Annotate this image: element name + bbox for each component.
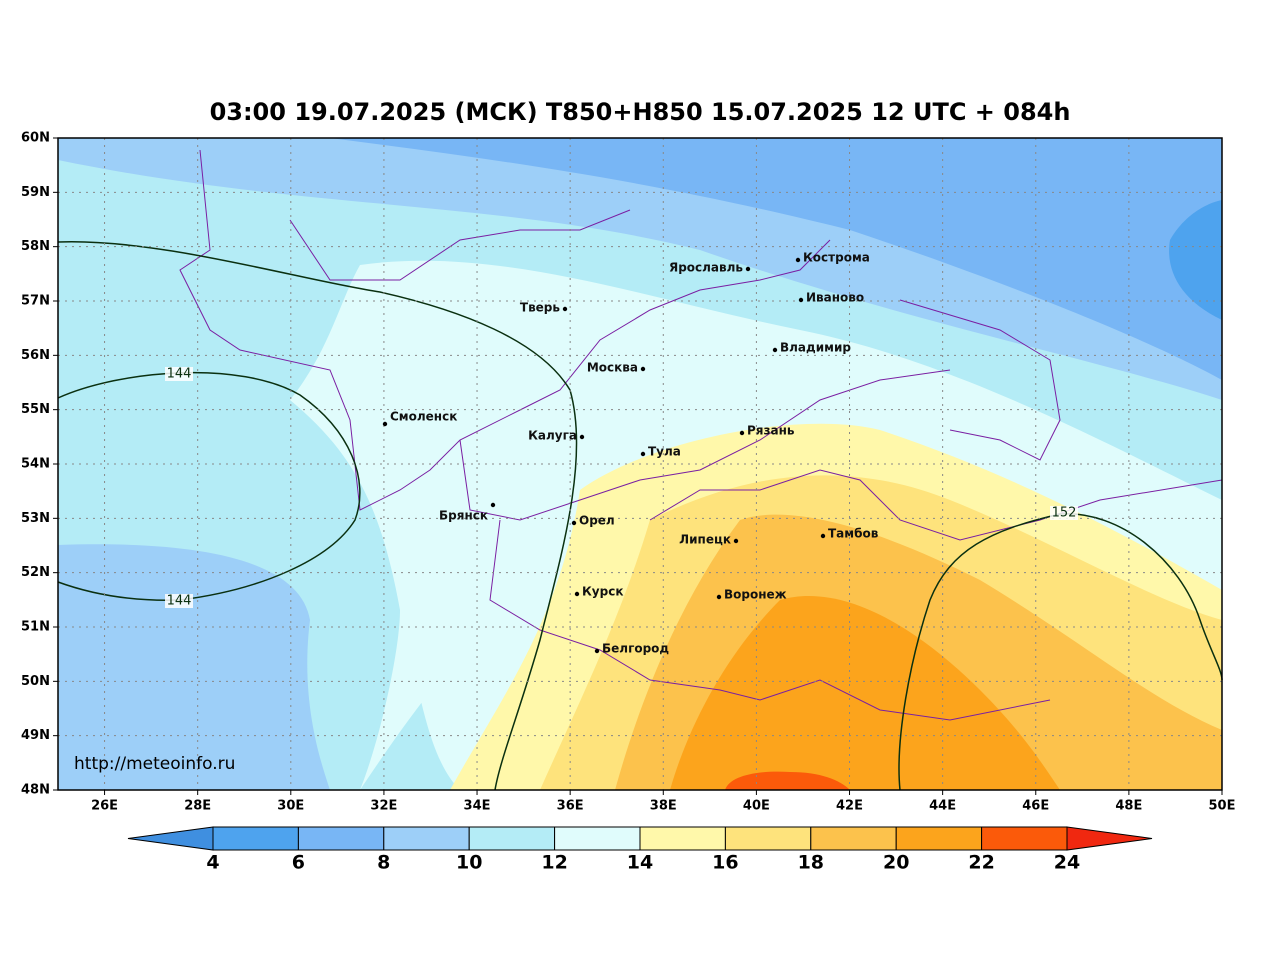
lat-tick-label: 55N bbox=[21, 402, 50, 417]
colorbar-swatch bbox=[212, 826, 299, 851]
colorbar-swatch bbox=[297, 826, 385, 851]
colorbar-under bbox=[127, 826, 214, 851]
city-label: Ярославль bbox=[669, 261, 743, 275]
lon-tick-label: 40E bbox=[743, 799, 770, 814]
lon-tick-label: 48E bbox=[1115, 799, 1142, 814]
city-label: Липецк bbox=[679, 533, 731, 547]
city-label: Тула bbox=[648, 445, 681, 459]
city-dot bbox=[574, 591, 580, 597]
lat-tick-label: 49N bbox=[21, 728, 50, 743]
lat-tick-label: 60N bbox=[21, 131, 50, 146]
city-label: Брянск bbox=[439, 509, 488, 523]
source-url: http://meteoinfo.ru bbox=[74, 754, 235, 774]
city-label: Владимир bbox=[780, 341, 851, 355]
city-label: Рязань bbox=[747, 424, 795, 438]
city-label: Тамбов bbox=[828, 527, 879, 541]
borders bbox=[179, 149, 1223, 721]
city-dot bbox=[739, 430, 745, 436]
city-dot bbox=[490, 502, 496, 508]
height-contour bbox=[57, 371, 361, 601]
lon-tick-label: 28E bbox=[184, 799, 211, 814]
colorbar-tick-label: 16 bbox=[712, 852, 738, 874]
lon-tick-label: 34E bbox=[464, 799, 491, 814]
colorbar-tick-label: 18 bbox=[798, 852, 824, 874]
colorbar-swatch bbox=[639, 826, 726, 851]
lon-tick-label: 26E bbox=[91, 799, 118, 814]
city-dot bbox=[745, 266, 751, 272]
colorbar-over bbox=[1066, 826, 1153, 851]
city-dot bbox=[594, 648, 600, 654]
lat-tick-label: 52N bbox=[21, 565, 50, 580]
colorbar-tick-label: 10 bbox=[456, 852, 482, 874]
colorbar-tick-label: 20 bbox=[883, 852, 909, 874]
city-dot bbox=[798, 297, 804, 303]
colorbar: 4 6 8 10 12 14 16 18 20 22 24 bbox=[127, 826, 1153, 874]
city-label: Белгород bbox=[602, 642, 669, 656]
city-dot bbox=[820, 533, 826, 539]
lon-tick-label: 38E bbox=[650, 799, 677, 814]
lat-tick-label: 53N bbox=[21, 511, 50, 526]
lon-tick-label: 44E bbox=[929, 799, 956, 814]
contour-label-bg bbox=[165, 367, 193, 381]
city-dot bbox=[795, 257, 801, 263]
lat-tick-label: 58N bbox=[21, 239, 50, 254]
lat-tick-label: 56N bbox=[21, 348, 50, 363]
lat-tick-label: 54N bbox=[21, 457, 50, 472]
lon-tick-label: 42E bbox=[836, 799, 863, 814]
city-label: Орел bbox=[579, 514, 615, 528]
colorbar-tick-label: 6 bbox=[292, 852, 305, 874]
colorbar-swatch bbox=[810, 826, 897, 851]
height-contour bbox=[57, 240, 578, 791]
city-dot bbox=[562, 306, 568, 312]
lat-tick-label: 50N bbox=[21, 674, 50, 689]
city-dot bbox=[382, 421, 388, 427]
lat-tick-label: 59N bbox=[21, 185, 50, 200]
map-frame bbox=[57, 137, 1223, 791]
city-label: Курск bbox=[582, 585, 623, 599]
labels: 26E 28E 30E 32E 34E 36E 38E 40E 42E 44E 46E 48E 50E 4… bbox=[21, 131, 1235, 814]
city-label: Тверь bbox=[520, 301, 561, 315]
city-dot bbox=[640, 366, 646, 372]
city-label: Иваново bbox=[806, 291, 864, 305]
colorbar-swatch bbox=[895, 826, 983, 851]
city-label: Москва bbox=[587, 361, 638, 375]
city-label: Воронеж bbox=[724, 588, 787, 602]
lon-tick-label: 30E bbox=[277, 799, 304, 814]
colorbar-tick-label: 12 bbox=[541, 852, 567, 874]
lon-tick-label: 32E bbox=[370, 799, 397, 814]
city-dot bbox=[772, 347, 778, 353]
contour-label-bg bbox=[1050, 506, 1078, 520]
lon-tick-label: 50E bbox=[1209, 799, 1236, 814]
lat-tick-label: 57N bbox=[21, 294, 50, 309]
city-label: Кострома bbox=[803, 251, 870, 265]
title: 03:00 19.07.2025 (МСК) T850+H850 15.07.2… bbox=[210, 98, 1071, 126]
city-label: Калуга bbox=[528, 429, 577, 443]
contour-label: 144 bbox=[167, 367, 192, 382]
colorbar-swatch bbox=[724, 826, 812, 851]
lon-tick-label: 36E bbox=[557, 799, 584, 814]
contour-label: 152 bbox=[1052, 506, 1077, 521]
height-contour bbox=[898, 513, 1223, 791]
colorbar-swatch bbox=[981, 826, 1068, 851]
contour-label: 144 bbox=[167, 594, 192, 609]
city-dot bbox=[640, 451, 646, 457]
city-dot bbox=[571, 520, 577, 526]
colorbar-swatch bbox=[554, 826, 641, 851]
colorbar-swatch bbox=[383, 826, 470, 851]
colorbar-tick-label: 8 bbox=[377, 852, 390, 874]
colorbar-tick-label: 22 bbox=[968, 852, 994, 874]
colorbar-swatch bbox=[468, 826, 556, 851]
colorbar-tick-label: 24 bbox=[1054, 852, 1080, 874]
city-label: Смоленск bbox=[390, 410, 457, 424]
lat-tick-label: 48N bbox=[21, 783, 50, 798]
lon-tick-label: 46E bbox=[1022, 799, 1049, 814]
city-dot bbox=[733, 538, 739, 544]
city-dot bbox=[579, 434, 585, 440]
contour-label-bg bbox=[165, 594, 193, 608]
colorbar-tick-label: 4 bbox=[206, 852, 219, 874]
colorbar-tick-label: 14 bbox=[627, 852, 653, 874]
city-dot bbox=[716, 594, 722, 600]
lat-tick-label: 51N bbox=[21, 620, 50, 635]
